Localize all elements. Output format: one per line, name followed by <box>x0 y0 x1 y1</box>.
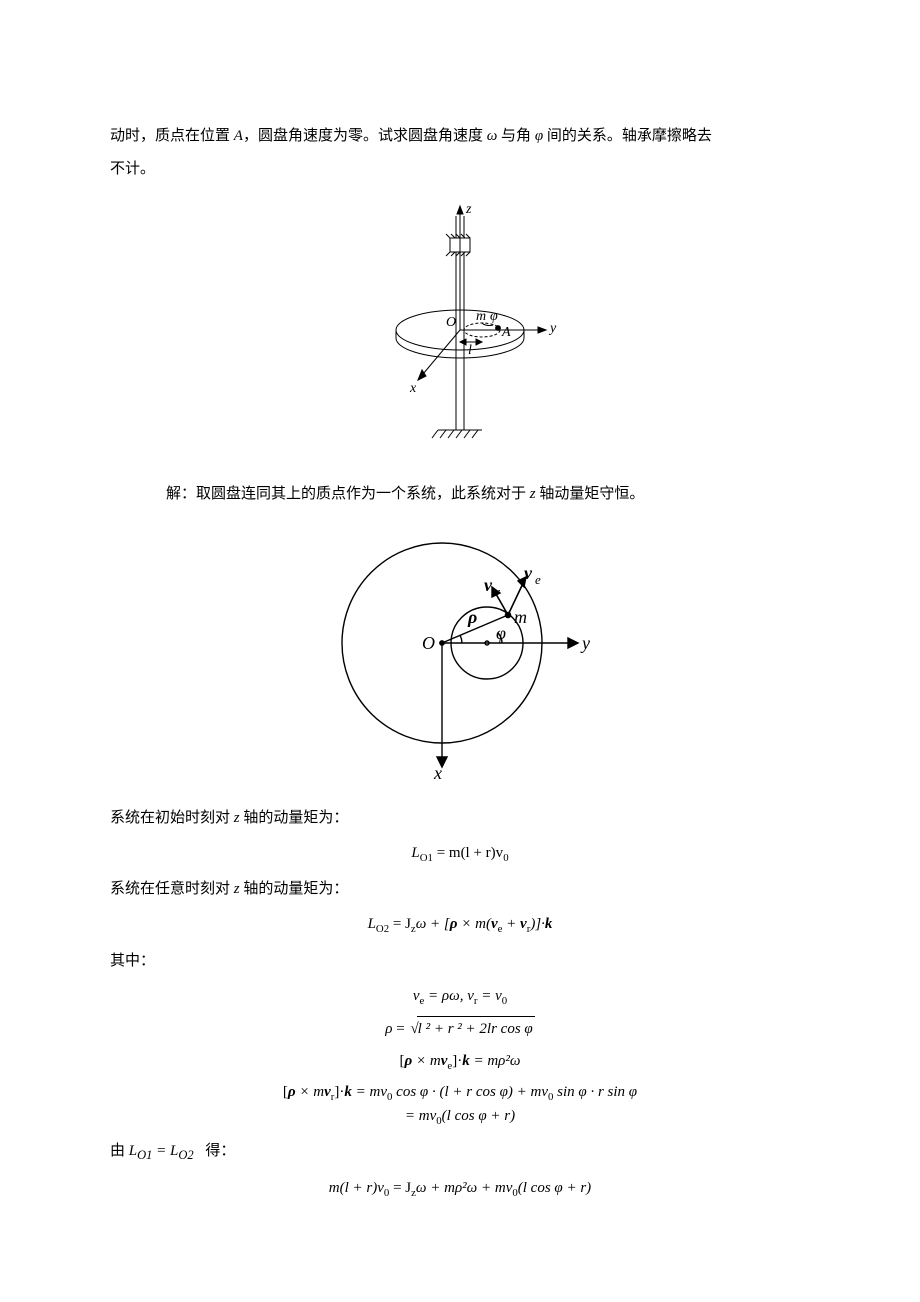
fig2-vr-sub: r <box>495 584 501 599</box>
fig2-y: y <box>580 633 590 653</box>
among: 其中： <box>110 945 810 978</box>
intro-paragraph: 动时，质点在位置 A，圆盘角速度为零。试求圆盘角速度 ω 与角 φ 间的关系。轴… <box>110 120 810 186</box>
eq-L2-eq: = J <box>389 916 411 932</box>
Leq-eq: = <box>152 1143 170 1159</box>
by-tail: 得： <box>202 1143 236 1159</box>
sym-phi: φ <box>531 128 547 144</box>
axis-z-3: z <box>230 881 243 897</box>
eq-rho-eq: = <box>392 1021 408 1037</box>
fig2-phi: φ <box>496 623 506 643</box>
fig2-ve: v <box>524 563 533 583</box>
eq-ce-eq: = mρ²ω <box>470 1053 521 1069</box>
eq-L1-sub2: 0 <box>503 852 508 864</box>
intro-text-1: 动时，质点在位置 <box>110 128 230 144</box>
eq-L1-lhs: L <box>411 845 419 861</box>
eq-L2-plus: + <box>502 916 520 932</box>
solution-text-1: 解：取圆盘连同其上的质点作为一个系统，此系统对于 <box>166 486 526 502</box>
Leq-L1: L <box>129 1143 137 1159</box>
by-text: 由 <box>110 1143 129 1159</box>
fig1-phi: φ <box>490 309 498 324</box>
intro-text-2: ，圆盘角速度为零。试求圆盘角速度 <box>243 128 483 144</box>
eq-L2-lhs: L <box>368 916 376 932</box>
eq-L2-rho: ρ <box>450 916 458 932</box>
fig2-O: O <box>422 633 435 653</box>
eq-f-tail: (l cos φ + r) <box>518 1180 591 1196</box>
eq-f-mid: = J <box>389 1180 411 1196</box>
Leq-sub2: O2 <box>178 1148 193 1162</box>
eq-cr-eq: = mv <box>352 1084 387 1100</box>
line-any-1: 系统在任意时刻对 <box>110 881 230 897</box>
eq-rho-inside: l ² + r ² + 2lr cos φ <box>418 1021 533 1037</box>
intro-text-5: 不计。 <box>110 161 155 177</box>
Leq-sub1: O1 <box>137 1148 152 1162</box>
eq-cross-e: [ρ × mve]·k = mρ²ω <box>110 1049 810 1075</box>
line-any-2: 轴的动量矩为： <box>243 881 348 897</box>
eq-L2-sub1: O2 <box>376 923 389 935</box>
eq-cr2-eq: = mv <box>405 1108 436 1124</box>
fig1-m: m <box>476 309 486 324</box>
solution-text-2: 轴动量矩守恒。 <box>539 486 644 502</box>
eq-cr-mid2: ]· <box>334 1084 344 1100</box>
fig1-y: y <box>548 321 557 336</box>
eq-final: m(l + r)v0 = Jzω + mρ²ω + mv0(l cos φ + … <box>110 1176 810 1202</box>
eq-cr-k: k <box>344 1084 352 1100</box>
intro-text-3: 与角 <box>501 128 531 144</box>
eq-set1-sub0: 0 <box>502 995 507 1007</box>
axis-z-1: z <box>526 486 539 502</box>
eq-L2: LO2 = Jzω + [ρ × m(ve + vr)]·k <box>110 912 810 938</box>
among-text: 其中： <box>110 953 155 969</box>
eq-rho: ρ = √l ² + r ² + 2lr cos φ <box>110 1016 810 1043</box>
figure-1-svg: z y x O m φ l A <box>350 198 570 458</box>
figure-2-svg: O y x ρ φ m v e v r <box>320 521 600 781</box>
eq-set1-eq2: = v <box>477 988 501 1004</box>
figure-2: O y x ρ φ m v e v r <box>110 521 810 794</box>
fig2-ve-sub: e <box>535 572 541 587</box>
fig1-x: x <box>409 381 417 396</box>
eq-ce-k: k <box>462 1053 470 1069</box>
fig1-l: l <box>468 343 472 358</box>
eq-L2-mid2: × m( <box>458 916 491 932</box>
line-initial-1: 系统在初始时刻对 <box>110 810 230 826</box>
eq-set1: ve = ρω, vr = v0 <box>110 984 810 1010</box>
line-initial-2: 轴的动量矩为： <box>243 810 348 826</box>
eq-f-mid2: ω + mρ²ω + mv <box>416 1180 512 1196</box>
fig1-z: z <box>465 202 472 217</box>
figure-1: z y x O m φ l A <box>110 198 810 471</box>
eq-f-lhs: m(l + r)v <box>329 1180 384 1196</box>
eq-ce-mid1: × m <box>412 1053 440 1069</box>
sym-A: A <box>230 128 243 144</box>
eq-L2-k: k <box>545 916 553 932</box>
eq-L1-sub1: O1 <box>420 852 433 864</box>
line-initial: 系统在初始时刻对 z 轴的动量矩为： <box>110 802 810 835</box>
eq-L1-eq: = m(l + r)v <box>433 845 503 861</box>
eq-cr-mid3: cos φ · (l + r cos φ) + mv <box>392 1084 548 1100</box>
fig2-rho: ρ <box>467 607 477 627</box>
line-any: 系统在任意时刻对 z 轴的动量矩为： <box>110 873 810 906</box>
fig2-x: x <box>433 763 442 781</box>
intro-text-4: 间的关系。轴承摩擦略去 <box>547 128 712 144</box>
eq-cr-mid1: × m <box>296 1084 324 1100</box>
eq-set1-eq1: = ρω, <box>424 988 467 1004</box>
eq-cr2-tail: (l cos φ + r) <box>442 1108 515 1124</box>
eq-cr-mid4: sin φ · r sin φ <box>553 1084 637 1100</box>
fig2-vr: v <box>484 575 493 595</box>
axis-z-2: z <box>230 810 243 826</box>
eq-L2-ve: v <box>491 916 498 932</box>
by-line: 由 LO1 = LO2 得： <box>110 1135 810 1170</box>
eq-L2-mid3: )]· <box>530 916 545 932</box>
eq-cr-rho: ρ <box>288 1084 296 1100</box>
solution-line: 解：取圆盘连同其上的质点作为一个系统，此系统对于 z 轴动量矩守恒。 <box>110 479 810 509</box>
eq-L2-mid: ω + [ <box>416 916 450 932</box>
eq-cr-vr: v <box>324 1084 331 1100</box>
eq-L2-vr: v <box>520 916 527 932</box>
fig2-m: m <box>514 607 527 627</box>
eq-set1-vr: v <box>467 988 474 1004</box>
eq-ce-mid2: ]· <box>452 1053 462 1069</box>
eq-cross-r: [ρ × mvr]·k = mv0 cos φ · (l + r cos φ) … <box>110 1081 810 1129</box>
fig1-A: A <box>501 325 511 340</box>
sym-omega: ω <box>483 128 501 144</box>
eq-L1: LO1 = m(l + r)v0 <box>110 841 810 867</box>
fig1-O: O <box>446 315 456 330</box>
